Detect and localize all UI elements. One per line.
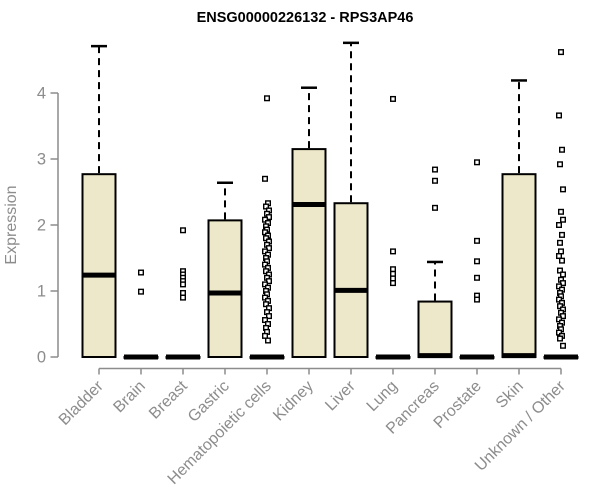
box-group-unknown-other xyxy=(543,49,579,360)
outlier-point xyxy=(558,248,565,255)
x-category-label: Liver xyxy=(322,377,359,414)
outlier-point xyxy=(390,275,397,282)
box-group-liver xyxy=(333,41,369,358)
outlier-point xyxy=(474,258,481,265)
y-tick-label: 1 xyxy=(37,283,46,301)
outlier-point xyxy=(557,239,564,246)
outlier-point xyxy=(559,146,566,153)
box-group-bladder xyxy=(81,44,117,358)
x-category-label: Brain xyxy=(110,378,148,416)
outlier-point xyxy=(558,49,565,56)
box-rect xyxy=(207,219,243,358)
box-group-brain xyxy=(123,269,159,360)
outlier-point xyxy=(390,95,397,102)
box-group-lung xyxy=(375,95,411,360)
outlier-point xyxy=(556,253,563,260)
box-group-gastric xyxy=(207,181,243,358)
outlier-point xyxy=(474,159,481,166)
x-category-label: Kidney xyxy=(270,378,317,425)
outlier-point xyxy=(137,269,144,276)
box-rect xyxy=(81,173,117,358)
box-group-prostate xyxy=(459,159,495,360)
outlier-point xyxy=(179,289,186,296)
x-category-label: Bladder xyxy=(56,377,107,428)
outlier-point xyxy=(559,257,566,264)
outlier-point xyxy=(390,280,397,287)
outlier-point xyxy=(560,342,567,349)
box-group-breast xyxy=(165,227,201,360)
outlier-point xyxy=(557,161,564,168)
box-rect xyxy=(501,173,537,358)
outlier-point xyxy=(266,313,273,320)
outlier-point xyxy=(559,231,566,238)
chart-title: ENSG00000226132 - RPS3AP46 xyxy=(197,10,414,26)
outlier-point xyxy=(390,266,397,273)
outlier-point xyxy=(432,177,439,184)
outlier-point xyxy=(560,271,567,278)
outlier-point xyxy=(556,221,563,228)
y-tick-label: 2 xyxy=(37,217,46,235)
outlier-point xyxy=(432,204,439,211)
outlier-point xyxy=(560,216,567,223)
outlier-point xyxy=(137,288,144,295)
y-tick-label: 0 xyxy=(37,349,46,367)
outlier-point xyxy=(557,335,564,342)
outlier-point xyxy=(262,332,269,339)
y-axis-label: Expression xyxy=(3,185,20,264)
box-group-skin xyxy=(501,79,537,359)
outlier-point xyxy=(390,248,397,255)
outlier-point xyxy=(390,270,397,277)
outlier-point xyxy=(179,281,186,288)
outlier-point xyxy=(560,280,567,287)
box-rect xyxy=(291,148,327,358)
box-rect xyxy=(417,300,453,358)
y-tick-label: 4 xyxy=(37,85,46,103)
outlier-point xyxy=(560,186,567,193)
outlier-point xyxy=(560,313,567,320)
outlier-point xyxy=(558,208,565,215)
outlier-point xyxy=(474,296,481,303)
box-rect xyxy=(333,202,369,358)
box-group-hematopoietic-cells xyxy=(249,95,285,360)
outlier-point xyxy=(266,245,273,252)
box-group-kidney xyxy=(291,86,327,358)
outlier-point xyxy=(556,112,563,119)
outlier-point xyxy=(266,278,273,285)
x-category-label: Lung xyxy=(364,378,401,415)
outlier-point xyxy=(262,175,269,182)
outlier-point xyxy=(474,237,481,244)
box-group-pancreas xyxy=(417,166,453,359)
outlier-point xyxy=(265,337,272,344)
outlier-point xyxy=(264,95,271,102)
outlier-point xyxy=(179,227,186,234)
x-category-label: Skin xyxy=(493,378,527,412)
outlier-point xyxy=(432,166,439,173)
plot-area xyxy=(81,41,579,360)
x-category-label: Breast xyxy=(146,377,191,422)
outlier-point xyxy=(179,294,186,301)
outlier-point xyxy=(474,274,481,281)
y-tick-label: 3 xyxy=(37,151,46,169)
